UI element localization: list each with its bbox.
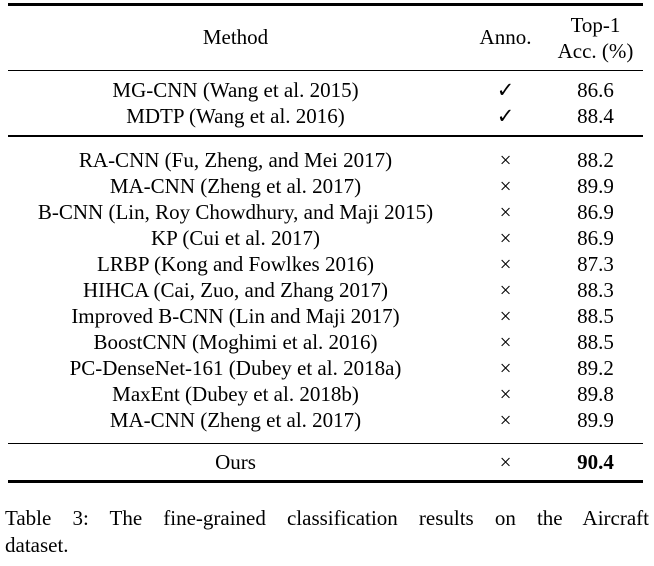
annotated-group: MG-CNN (Wang et al. 2015) ✓ 86.6 MDTP (W… xyxy=(8,71,643,135)
header-top1-acc: Top-1 Acc. (%) xyxy=(548,12,643,64)
anno-mark: × xyxy=(499,147,512,172)
method-cell: B-CNN (Lin, Roy Chowdhury, and Maji 2015… xyxy=(37,199,434,224)
method-cell: Ours xyxy=(215,450,256,475)
method-cell: MaxEnt (Dubey et al. 2018b) xyxy=(112,381,359,406)
anno-mark: × xyxy=(499,199,512,224)
method-cell: KP (Cui et al. 2017) xyxy=(151,225,320,250)
method-cell: PC-DenseNet-161 (Dubey et al. 2018a) xyxy=(69,355,402,380)
group-divider-rule xyxy=(8,135,643,137)
anno-mark: × xyxy=(499,303,512,328)
ours-group: Ours × 90.4 xyxy=(8,444,643,480)
table-row: MaxEnt (Dubey et al. 2018b) × 89.8 xyxy=(8,381,643,407)
anno-mark: × xyxy=(499,450,512,475)
method-cell: RA-CNN (Fu, Zheng, and Mei 2017) xyxy=(78,147,393,172)
bottom-rule xyxy=(8,480,643,483)
table-row: Improved B-CNN (Lin and Maji 2017) × 88.… xyxy=(8,303,643,329)
header-top1-line1: Top-1 xyxy=(570,12,621,37)
acc-cell: 86.9 xyxy=(577,199,614,224)
table-row: MDTP (Wang et al. 2016) ✓ 88.4 xyxy=(8,103,643,129)
anno-mark: × xyxy=(499,329,512,354)
acc-cell: 89.8 xyxy=(577,381,614,406)
acc-cell-bold: 90.4 xyxy=(577,450,614,475)
anno-mark: ✓ xyxy=(496,78,515,103)
table-row: RA-CNN (Fu, Zheng, and Mei 2017) × 88.2 xyxy=(8,147,643,173)
top-rule xyxy=(8,3,643,6)
table-row: MG-CNN (Wang et al. 2015) ✓ 86.6 xyxy=(8,77,643,103)
method-cell: HIHCA (Cai, Zuo, and Zhang 2017) xyxy=(82,277,389,302)
anno-mark: × xyxy=(499,225,512,250)
table-header-row: Method Anno. Top-1 Acc. (%) xyxy=(8,6,643,70)
results-table: Method Anno. Top-1 Acc. (%) MG-CNN (Wang… xyxy=(8,3,643,483)
acc-cell: 88.2 xyxy=(577,147,614,172)
anno-mark: × xyxy=(499,277,512,302)
header-top1-line2: Acc. (%) xyxy=(557,38,634,63)
table-row: HIHCA (Cai, Zuo, and Zhang 2017) × 88.3 xyxy=(8,277,643,303)
caption-line-2: dataset. xyxy=(5,533,69,557)
table-row: MA-CNN (Zheng et al. 2017) × 89.9 xyxy=(8,173,643,199)
method-cell: LRBP (Kong and Fowlkes 2016) xyxy=(97,251,374,276)
method-cell: MG-CNN (Wang et al. 2015) xyxy=(112,78,359,103)
table-row: BoostCNN (Moghimi et al. 2016) × 88.5 xyxy=(8,329,643,355)
anno-mark: × xyxy=(499,381,512,406)
table-row: MA-CNN (Zheng et al. 2017) × 89.9 xyxy=(8,407,643,433)
caption-line-1: Table 3: The fine-grained classification… xyxy=(5,506,649,530)
table-row: B-CNN (Lin, Roy Chowdhury, and Maji 2015… xyxy=(8,199,643,225)
acc-cell: 88.5 xyxy=(577,329,614,354)
table-row: KP (Cui et al. 2017) × 86.9 xyxy=(8,225,643,251)
acc-cell: 87.3 xyxy=(577,251,614,276)
unannotated-group: RA-CNN (Fu, Zheng, and Mei 2017) × 88.2 … xyxy=(8,137,643,443)
acc-cell: 89.2 xyxy=(577,355,614,380)
acc-cell: 89.9 xyxy=(577,407,614,432)
header-rule xyxy=(8,69,643,72)
acc-cell: 86.6 xyxy=(577,78,614,103)
method-cell: MA-CNN (Zheng et al. 2017) xyxy=(109,173,362,198)
table-row-ours: Ours × 90.4 xyxy=(8,449,643,475)
anno-mark: × xyxy=(499,407,512,432)
table-row: PC-DenseNet-161 (Dubey et al. 2018a) × 8… xyxy=(8,355,643,381)
ours-divider-rule xyxy=(8,442,643,445)
anno-mark: × xyxy=(499,355,512,380)
acc-cell: 88.4 xyxy=(577,104,614,129)
header-anno: Anno. xyxy=(479,25,532,49)
method-cell: BoostCNN (Moghimi et al. 2016) xyxy=(93,329,378,354)
method-cell: MA-CNN (Zheng et al. 2017) xyxy=(109,407,362,432)
acc-cell: 88.3 xyxy=(577,277,614,302)
method-cell: MDTP (Wang et al. 2016) xyxy=(126,104,345,129)
anno-mark: × xyxy=(499,251,512,276)
anno-mark: × xyxy=(499,173,512,198)
table-caption: Table 3: The fine-grained classification… xyxy=(5,505,649,559)
method-cell: Improved B-CNN (Lin and Maji 2017) xyxy=(71,303,400,328)
header-method: Method xyxy=(202,25,269,49)
anno-mark: ✓ xyxy=(496,104,515,129)
acc-cell: 88.5 xyxy=(577,303,614,328)
acc-cell: 89.9 xyxy=(577,173,614,198)
acc-cell: 86.9 xyxy=(577,225,614,250)
table-row: LRBP (Kong and Fowlkes 2016) × 87.3 xyxy=(8,251,643,277)
